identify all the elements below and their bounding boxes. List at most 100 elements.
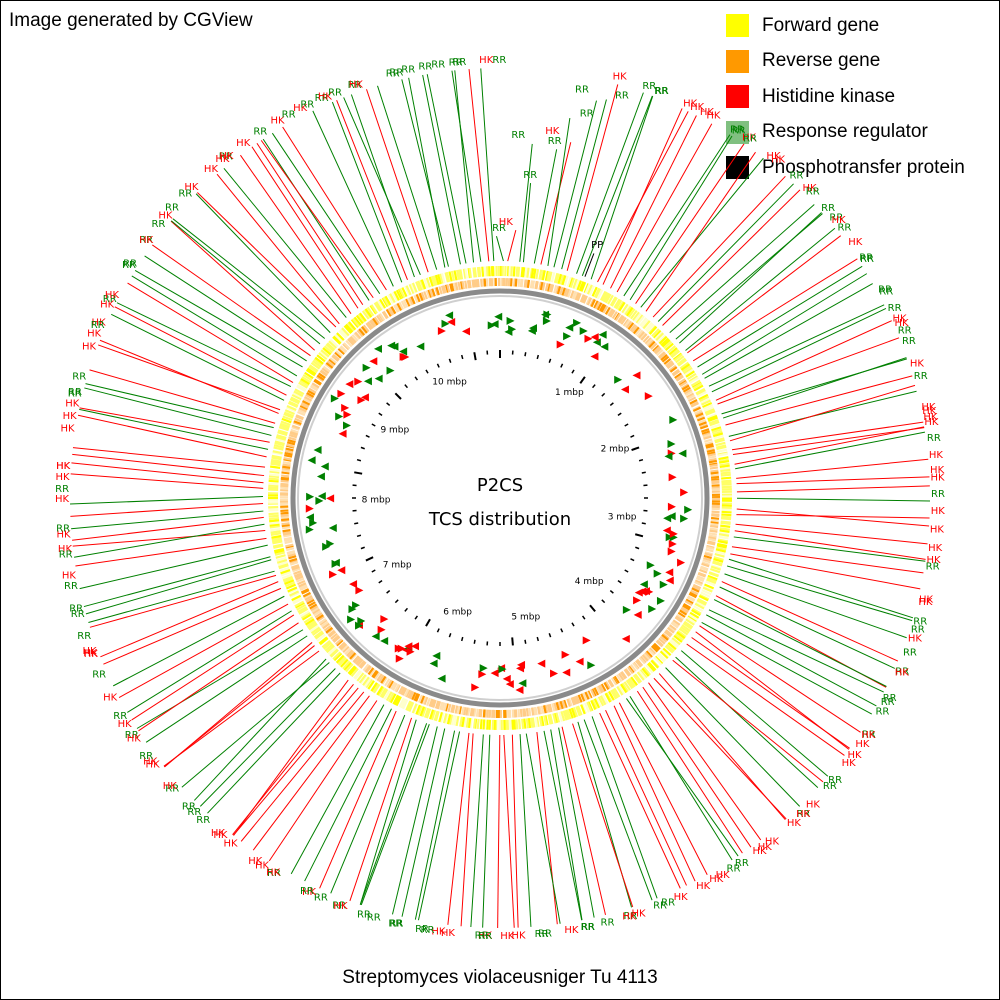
reverse-gene-mark bbox=[536, 706, 541, 715]
reverse-gene-mark bbox=[318, 618, 327, 625]
reverse-gene-mark bbox=[289, 431, 298, 437]
reverse-gene-mark bbox=[458, 706, 462, 715]
forward-gene-mark bbox=[439, 273, 444, 284]
legend-item-histidine-kinase: Histidine kinase bbox=[726, 79, 965, 115]
response-regulator-glyph bbox=[669, 415, 678, 424]
response-regulator-label: RR bbox=[139, 235, 153, 246]
feature-connector bbox=[495, 236, 504, 262]
reverse-gene-mark bbox=[359, 661, 367, 669]
forward-gene-mark bbox=[679, 361, 690, 370]
axis-tick bbox=[448, 633, 452, 638]
forward-gene-mark bbox=[370, 304, 378, 314]
axis-tick bbox=[386, 402, 391, 407]
forward-gene-mark bbox=[628, 677, 637, 688]
forward-gene-mark bbox=[270, 462, 281, 467]
forward-gene-mark bbox=[296, 603, 306, 611]
feature-connector bbox=[629, 135, 733, 301]
reverse-gene-mark bbox=[689, 399, 698, 405]
forward-gene-mark bbox=[332, 651, 342, 661]
reverse-gene-mark bbox=[590, 299, 596, 308]
response-regulator-label: RR bbox=[332, 900, 346, 911]
forward-gene-mark bbox=[314, 631, 325, 640]
histidine-kinase-label: HK bbox=[127, 733, 142, 744]
reverse-gene-mark bbox=[286, 549, 296, 555]
reverse-gene-mark bbox=[301, 401, 310, 408]
forward-gene-mark bbox=[720, 517, 732, 521]
forward-gene-mark bbox=[285, 583, 297, 590]
reverse-gene-mark bbox=[559, 700, 564, 710]
feature-connector bbox=[732, 427, 925, 456]
forward-gene-mark bbox=[713, 556, 724, 561]
reverse-gene-mark bbox=[704, 551, 713, 556]
axis-tick bbox=[548, 358, 552, 363]
forward-gene-mark bbox=[690, 379, 701, 387]
legend-label: Response regulator bbox=[762, 121, 928, 143]
feature-connector bbox=[626, 698, 739, 857]
reverse-gene-mark bbox=[441, 702, 446, 711]
forward-gene-mark bbox=[356, 672, 365, 682]
histidine-kinase-glyph bbox=[369, 357, 378, 366]
histidine-kinase-label: HK bbox=[690, 102, 705, 113]
reverse-gene-mark bbox=[631, 325, 638, 333]
response-regulator-label: RR bbox=[511, 130, 525, 141]
feature-connector bbox=[726, 565, 913, 622]
reverse-gene-mark bbox=[285, 547, 295, 552]
forward-gene-mark bbox=[625, 679, 634, 690]
response-regulator-label: RR bbox=[475, 931, 489, 942]
reverse-gene-mark bbox=[456, 705, 461, 715]
reverse-gene-mark bbox=[559, 286, 564, 296]
reverse-gene-mark bbox=[585, 690, 592, 700]
forward-gene-mark bbox=[718, 456, 729, 461]
forward-gene-mark bbox=[301, 376, 312, 384]
axis-tick bbox=[601, 599, 606, 604]
reverse-gene-mark bbox=[579, 294, 585, 303]
reverse-gene-mark bbox=[629, 664, 637, 672]
forward-gene-mark bbox=[559, 274, 565, 285]
reverse-gene-mark bbox=[641, 654, 649, 662]
reverse-gene-mark bbox=[658, 637, 666, 645]
feature-connector bbox=[724, 573, 907, 639]
reverse-gene-mark bbox=[438, 286, 443, 295]
reverse-gene-mark bbox=[283, 533, 292, 538]
forward-gene-mark bbox=[671, 637, 681, 646]
forward-gene-mark bbox=[318, 636, 328, 645]
forward-gene-mark bbox=[718, 535, 729, 540]
histidine-kinase-label: HK bbox=[674, 892, 689, 903]
reverse-gene-mark bbox=[538, 706, 543, 715]
reverse-gene-mark bbox=[284, 451, 293, 456]
reverse-gene-mark bbox=[704, 438, 713, 443]
feature-connector bbox=[330, 714, 406, 894]
response-regulator-label: RR bbox=[654, 86, 668, 97]
forward-gene-mark bbox=[697, 597, 708, 605]
forward-gene-mark bbox=[271, 536, 282, 541]
reverse-gene-mark bbox=[696, 575, 705, 581]
forward-gene-mark bbox=[676, 631, 686, 640]
forward-gene-mark bbox=[590, 699, 597, 710]
response-regulator-glyph bbox=[374, 374, 383, 383]
forward-gene-mark bbox=[335, 654, 345, 664]
forward-gene-mark bbox=[333, 652, 343, 662]
legend-label: Forward gene bbox=[762, 14, 880, 36]
forward-gene-mark bbox=[701, 399, 712, 406]
reverse-gene-mark bbox=[548, 703, 553, 713]
response-regulator-label: RR bbox=[196, 815, 210, 826]
forward-gene-mark bbox=[688, 375, 699, 383]
forward-gene-mark bbox=[717, 452, 728, 457]
reverse-gene-mark bbox=[701, 428, 710, 433]
forward-gene-mark bbox=[702, 402, 713, 409]
feature-connector bbox=[70, 502, 264, 517]
forward-gene-mark bbox=[463, 717, 467, 728]
reverse-gene-mark bbox=[315, 614, 324, 621]
forward-gene-mark bbox=[434, 711, 440, 722]
forward-gene-mark bbox=[691, 607, 702, 615]
response-regulator-label: RR bbox=[828, 775, 842, 786]
reverse-gene-mark bbox=[602, 305, 609, 314]
reverse-gene-mark bbox=[344, 647, 352, 655]
forward-gene-mark bbox=[676, 357, 687, 366]
forward-gene-mark bbox=[520, 267, 524, 278]
forward-gene-mark bbox=[459, 716, 463, 727]
feature-connector bbox=[366, 89, 429, 273]
forward-gene-mark bbox=[274, 441, 285, 447]
feature-connector bbox=[359, 719, 417, 905]
forward-gene-mark bbox=[596, 289, 604, 300]
